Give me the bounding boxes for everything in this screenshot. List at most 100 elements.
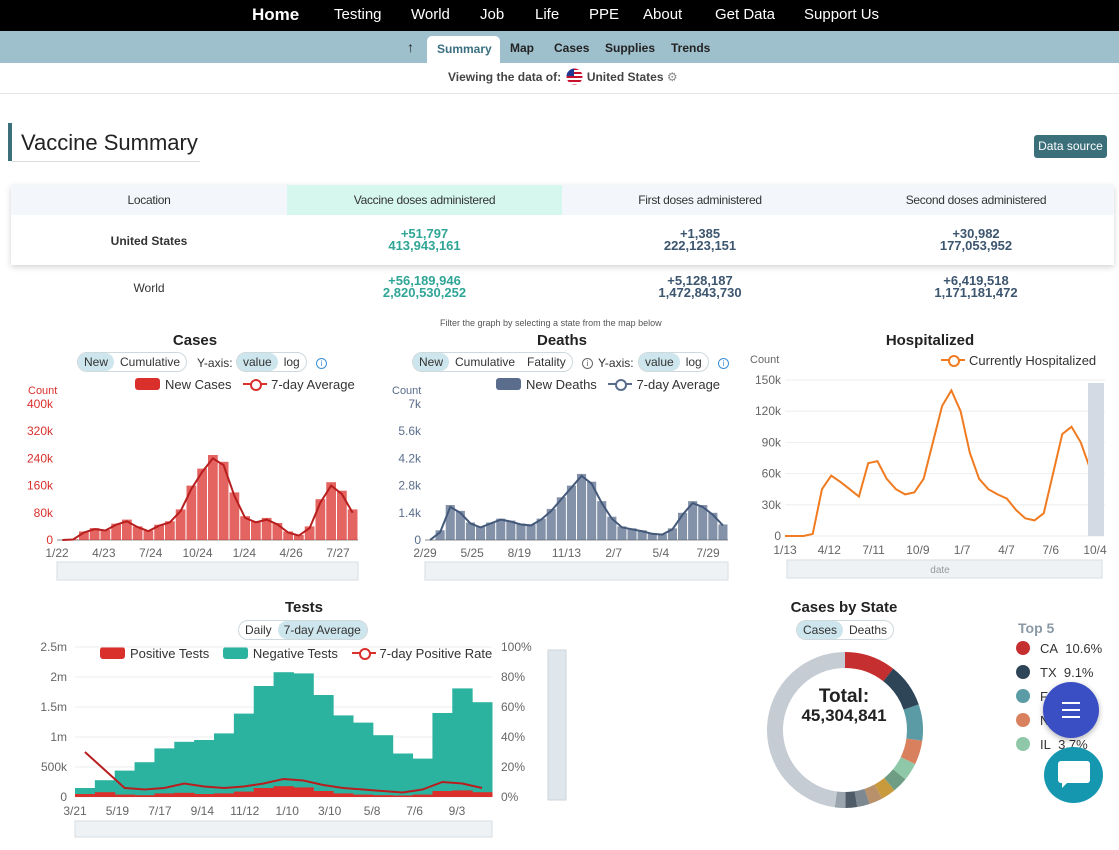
deaths-yaxis-log[interactable]: log (685, 355, 702, 369)
neg-bar (293, 673, 314, 797)
tab-map[interactable]: Map (510, 41, 534, 55)
hosp-chart[interactable]: 0 30k 60k 90k 120k 150k Count 1/13 4/12 7/11 10/9 1… (740, 345, 1119, 585)
bar (89, 528, 100, 540)
chat-button[interactable] (1044, 747, 1103, 803)
tests-toggle-daily[interactable]: Daily (245, 623, 272, 637)
state-donut[interactable] (760, 645, 930, 815)
tests-toggle-7day[interactable]: 7-day Average (277, 621, 367, 639)
tab-summary[interactable]: Summary (427, 36, 500, 63)
pos-bar (293, 787, 314, 797)
title-accent (8, 123, 12, 161)
filter-note: Filter the graph by selecting a state fr… (440, 318, 662, 328)
tab-supplies[interactable]: Supplies (605, 41, 656, 55)
tab-trends[interactable]: Trends (671, 41, 711, 55)
state-toggle-deaths[interactable]: Deaths (849, 623, 888, 637)
up-arrow-icon[interactable]: ↑ (407, 39, 414, 55)
cases-yaxis-value[interactable]: value (237, 353, 278, 371)
neg-bar (194, 740, 215, 797)
bar (486, 522, 496, 540)
info-icon[interactable]: i (316, 358, 327, 369)
pos-bar (472, 792, 493, 797)
cases-yaxis-log[interactable]: log (283, 355, 300, 369)
top5-dot (1016, 689, 1030, 703)
pos-bar (432, 791, 453, 797)
y2-tick-label: 0% (501, 790, 519, 804)
bar (637, 530, 647, 540)
bar (132, 526, 143, 540)
bar (597, 501, 607, 540)
nav-support-us[interactable]: Support Us (804, 6, 880, 23)
pos-bar (154, 793, 175, 797)
viewing-country[interactable]: United States (586, 70, 664, 84)
tab-cases[interactable]: Cases (554, 41, 590, 55)
deaths-yaxis-value[interactable]: value (639, 353, 680, 371)
nav-home[interactable]: Home (252, 5, 300, 24)
deaths-toggle-fatality[interactable]: Fatality (527, 355, 566, 369)
us-first-value: 222,123,151 (663, 238, 737, 253)
deaths-chart-title: Deaths (536, 332, 588, 349)
fatality-info-icon[interactable]: i (582, 358, 593, 369)
nav-get-data[interactable]: Get Data (715, 6, 776, 23)
bar (445, 505, 455, 540)
slider-label: date (930, 565, 950, 576)
gear-icon[interactable]: ⚙ (666, 70, 678, 84)
cases-legend-bar[interactable]: New Cases (165, 377, 232, 392)
top5-item[interactable]: F (1016, 689, 1048, 704)
x-tick-label: 4/7 (998, 543, 1015, 557)
neg-bar (114, 770, 136, 797)
us-doses-value: 413,943,161 (388, 238, 461, 253)
pos-bar (392, 795, 414, 797)
pos-bar (94, 792, 116, 797)
title-underline (12, 161, 200, 162)
nav-testing[interactable]: Testing (334, 6, 382, 23)
cases-legend-line[interactable]: 7-day Average (271, 377, 355, 392)
y-tick-label: 90k (762, 435, 782, 449)
us-flag-icon (566, 68, 583, 85)
tab-summary-label: Summary (437, 42, 492, 56)
nav-life[interactable]: Life (535, 6, 560, 23)
nav-world[interactable]: World (411, 6, 450, 23)
row-world-location: World (133, 281, 165, 295)
x-tick-label: 4/23 (92, 546, 116, 560)
bar (455, 510, 465, 540)
info-icon[interactable]: i (718, 358, 729, 369)
x-tick-label: 2/7 (605, 546, 622, 560)
donut-total-label: Total: (818, 686, 870, 707)
bar (122, 519, 132, 540)
vaccine-table: Location Vaccine doses administered Firs… (11, 185, 1114, 265)
menu-fab-button[interactable] (1043, 682, 1099, 738)
tests-legend-pos[interactable]: Positive Tests (130, 646, 210, 661)
tests-legend-rate[interactable]: 7-day Positive Rate (379, 646, 493, 661)
bar (186, 485, 197, 540)
y-tick-label: 2m (50, 670, 67, 684)
bar (272, 523, 283, 540)
data-source-button[interactable]: Data source (1034, 135, 1107, 158)
deaths-toggle-cumulative[interactable]: Cumulative (455, 355, 516, 369)
deaths-legend-bar[interactable]: New Deaths (526, 377, 597, 392)
x-tick-label: 1/10 (276, 804, 300, 818)
y-tick-label: 320k (27, 424, 54, 438)
pos-bar (75, 794, 96, 797)
neg-bar (372, 735, 394, 797)
nav-ppe[interactable]: PPE (589, 6, 620, 23)
nav-job[interactable]: Job (480, 6, 505, 23)
cases-toggle-cumulative[interactable]: Cumulative (120, 355, 181, 369)
deaths-legend-line[interactable]: 7-day Average (636, 377, 721, 392)
bar (506, 520, 516, 540)
top5-label: Top 5 (1018, 620, 1055, 636)
cases-toggle-new[interactable]: New (78, 353, 115, 371)
x-tick-label: 11/13 (552, 546, 581, 560)
hosp-legend-line[interactable]: Currently Hospitalized (969, 353, 1097, 368)
top5-item[interactable]: TX 9.1% (1016, 665, 1094, 680)
nav-about[interactable]: About (643, 6, 683, 23)
deaths-toggle-new[interactable]: New (413, 353, 450, 371)
top5-item[interactable]: CA 10.6% (1016, 641, 1102, 656)
cases-legend: New Cases 7-day Average (135, 377, 355, 392)
neg-bar (233, 713, 255, 797)
state-toggle-cases[interactable]: Cases (797, 621, 844, 639)
tests-chart[interactable]: 0 500k 1m 1.5m 2m 2.5m 0% 20% 40% 60% 80% 100% 3/21 5… (0, 635, 580, 845)
neg-bar (253, 686, 275, 797)
tests-legend-neg[interactable]: Negative Tests (252, 646, 338, 661)
